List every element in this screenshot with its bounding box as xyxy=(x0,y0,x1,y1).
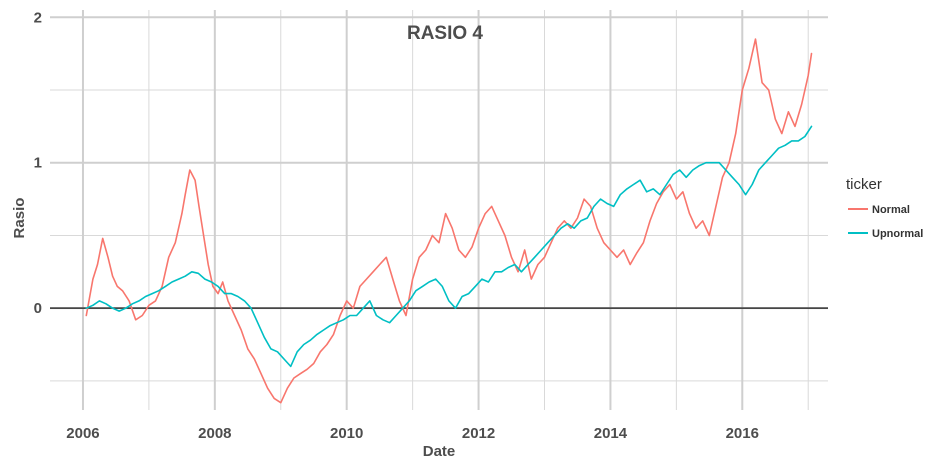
y-tick-label: 0 xyxy=(34,300,42,317)
x-axis-ticks: 2006 2008 2010 2012 2014 2016 xyxy=(66,425,759,442)
series-line-normal xyxy=(85,38,813,404)
grid-major xyxy=(50,10,828,410)
y-tick-label: 2 xyxy=(34,9,42,26)
x-tick-label: 2014 xyxy=(594,425,628,442)
x-tick-label: 2008 xyxy=(198,425,231,442)
x-tick-label: 2006 xyxy=(66,425,99,442)
legend-label-normal: Normal xyxy=(872,204,910,216)
legend-title: ticker xyxy=(846,176,882,193)
legend-items: Normal Upnormal xyxy=(848,204,923,240)
chart-title: RASIO 4 xyxy=(407,23,483,44)
y-tick-label: 1 xyxy=(34,155,42,172)
x-axis-title: Date xyxy=(423,443,456,460)
legend: ticker Normal Upnormal xyxy=(846,176,923,240)
y-axis-ticks: 0 1 2 xyxy=(34,9,42,317)
x-tick-label: 2016 xyxy=(726,425,759,442)
x-tick-label: 2012 xyxy=(462,425,495,442)
grid-minor xyxy=(50,10,828,410)
x-tick-label: 2010 xyxy=(330,425,363,442)
series-line-upnormal xyxy=(85,125,813,368)
y-axis-title: Rasio xyxy=(11,198,28,239)
series-layer xyxy=(85,38,813,404)
legend-label-upnormal: Upnormal xyxy=(872,228,923,240)
